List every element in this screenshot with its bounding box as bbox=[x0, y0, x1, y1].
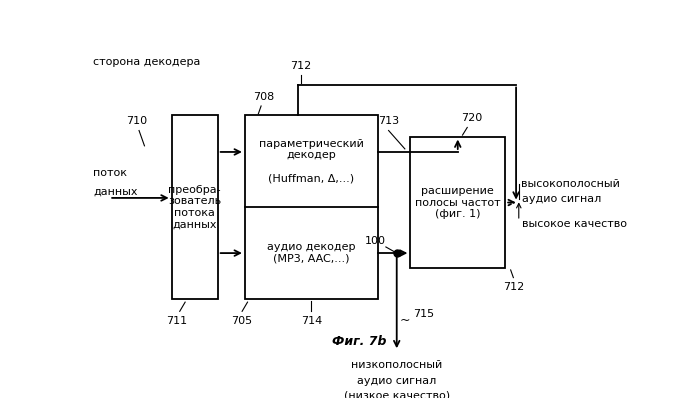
Bar bbox=[245, 115, 378, 299]
Text: 715: 715 bbox=[413, 309, 435, 319]
Text: Фиг. 7b: Фиг. 7b bbox=[332, 335, 386, 348]
Text: высокополосный: высокополосный bbox=[522, 179, 620, 189]
Text: данных: данных bbox=[93, 187, 137, 197]
Text: 711: 711 bbox=[167, 316, 188, 326]
Text: 710: 710 bbox=[126, 116, 147, 126]
Text: параметрический
декодер

(Huffman, Δ,...): параметрический декодер (Huffman, Δ,...) bbox=[259, 139, 364, 183]
Text: 714: 714 bbox=[301, 316, 322, 326]
Text: ~: ~ bbox=[400, 314, 410, 327]
Text: расширение
полосы частот
(фиг. 1): расширение полосы частот (фиг. 1) bbox=[415, 186, 500, 219]
Text: 713: 713 bbox=[378, 116, 399, 126]
Text: 100: 100 bbox=[365, 236, 386, 246]
Text: поток: поток bbox=[93, 168, 127, 178]
Text: 708: 708 bbox=[253, 92, 274, 102]
Text: 712: 712 bbox=[503, 282, 524, 292]
Text: аудио сигнал: аудио сигнал bbox=[357, 376, 436, 386]
Bar bbox=[172, 115, 218, 299]
Text: аудио сигнал: аудио сигнал bbox=[522, 195, 601, 205]
Text: 705: 705 bbox=[232, 316, 253, 326]
Text: преобра-
зователь
потока
данных: преобра- зователь потока данных bbox=[168, 185, 221, 230]
Bar bbox=[410, 137, 505, 268]
Text: 720: 720 bbox=[461, 113, 482, 123]
Text: 712: 712 bbox=[290, 61, 312, 71]
Text: аудио декодер
(MP3, AAC,...): аудио декодер (MP3, AAC,...) bbox=[267, 242, 356, 264]
Text: (низкое качество): (низкое качество) bbox=[344, 391, 450, 398]
Text: низкополосный: низкополосный bbox=[351, 360, 442, 371]
Text: высокое качество: высокое качество bbox=[522, 219, 626, 229]
Text: сторона декодера: сторона декодера bbox=[93, 57, 200, 67]
